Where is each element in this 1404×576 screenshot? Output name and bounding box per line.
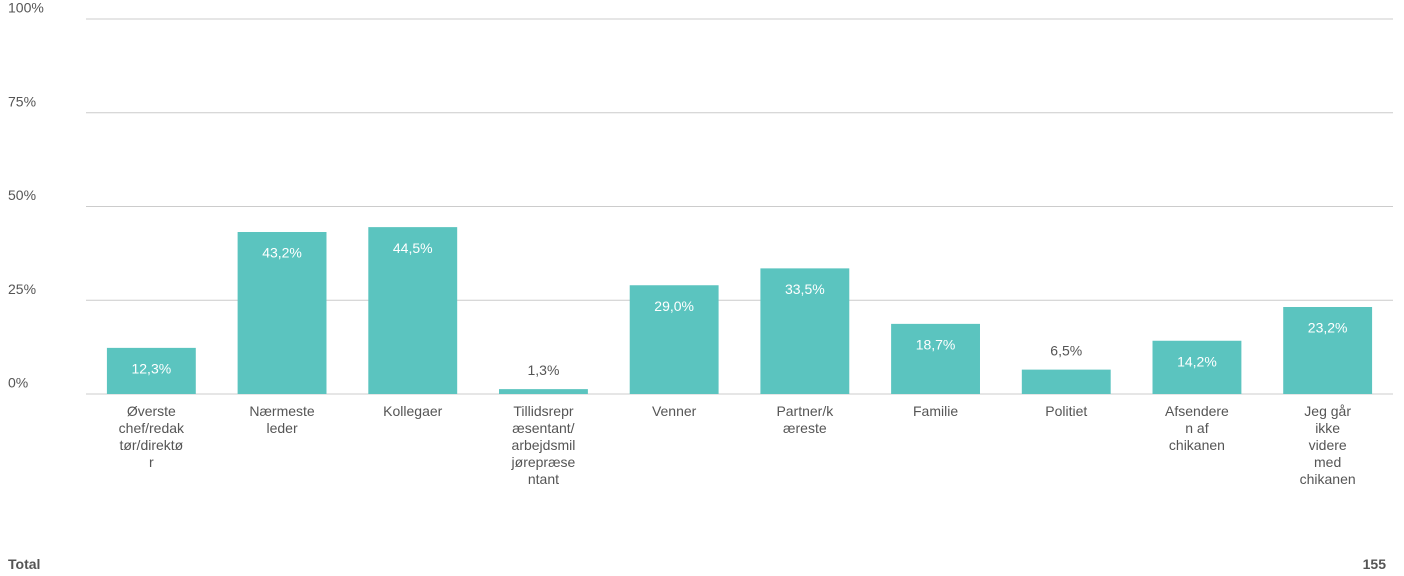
bar <box>760 268 850 394</box>
value-label: 18,7% <box>916 337 956 353</box>
x-tick-label: Nærmeste leder <box>249 403 315 436</box>
x-tick-label: Afsenderen af chikanen <box>1165 403 1229 453</box>
bar <box>1152 340 1242 394</box>
footer-label: Total <box>8 556 41 572</box>
value-label: 1,3% <box>527 362 559 378</box>
bar <box>629 285 719 394</box>
value-label: 23,2% <box>1308 320 1348 336</box>
value-label: 6,5% <box>1050 342 1082 358</box>
x-tick-label: Kollegaer <box>383 403 443 419</box>
value-label: 44,5% <box>393 240 433 256</box>
y-tick-label: 0% <box>8 375 28 391</box>
bar <box>891 323 980 394</box>
x-tick-label: Familie <box>912 403 959 419</box>
value-label: 12,3% <box>131 361 171 377</box>
x-tick-label: Politiet <box>1045 403 1088 419</box>
bar <box>106 347 196 394</box>
y-tick-label: 100% <box>8 0 44 16</box>
bar <box>368 227 458 394</box>
value-label: 33,5% <box>785 281 825 297</box>
x-tick-label: Jeg går ikke videre med chikanen <box>1299 403 1356 487</box>
y-tick-label: 50% <box>8 187 36 203</box>
y-tick-label: 75% <box>8 93 36 109</box>
x-tick-label: Venner <box>651 403 697 419</box>
bar <box>1021 369 1111 394</box>
bar <box>1283 307 1373 394</box>
y-tick-label: 25% <box>8 281 36 297</box>
footer-value: 155 <box>1362 556 1386 572</box>
x-tick-label: Partner/kæreste <box>776 403 834 436</box>
x-tick-label: Tillidsrepræsentant/arbejdsmiljørepræsen… <box>511 403 576 487</box>
value-label: 14,2% <box>1177 353 1217 369</box>
bar <box>237 232 327 394</box>
value-label: 29,0% <box>654 298 694 314</box>
value-label: 43,2% <box>262 245 302 261</box>
x-tick-label: Øverste chef/redaktør/direktør <box>118 403 185 470</box>
bar <box>499 389 588 394</box>
